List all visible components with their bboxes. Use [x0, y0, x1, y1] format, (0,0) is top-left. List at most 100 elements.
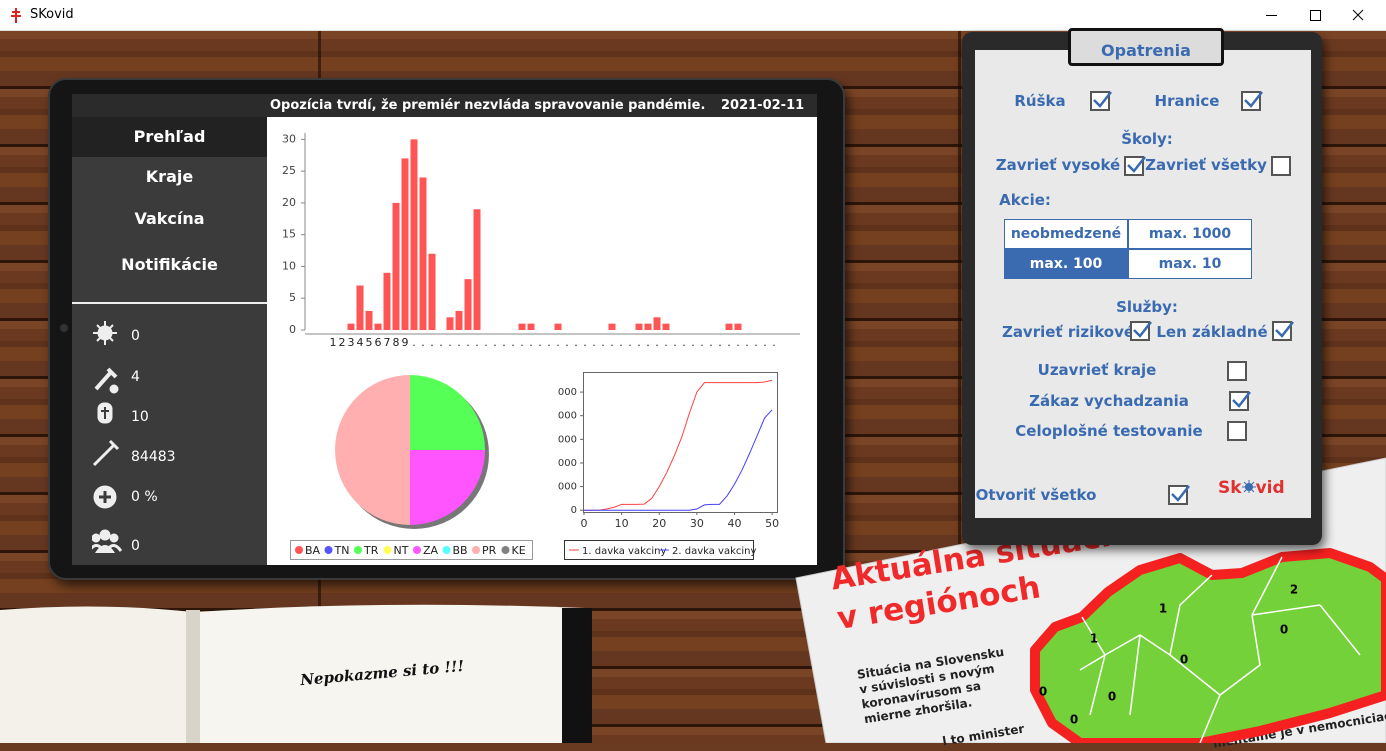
checkbox[interactable]: [1227, 361, 1247, 381]
measures-panel: [975, 50, 1311, 518]
x-tick-label: .: [529, 336, 533, 349]
map-count: 0: [1039, 685, 1047, 699]
legend-swatch: [442, 546, 451, 554]
x-tick-label: .: [655, 336, 659, 349]
bar: [473, 209, 481, 330]
pie-slice: [410, 450, 485, 525]
checkbox[interactable]: [1168, 485, 1190, 505]
checkbox[interactable]: [1090, 91, 1112, 111]
stat-value: 4: [131, 369, 140, 385]
x-tick-label: 4: [357, 336, 364, 349]
nav-item[interactable]: Vakcína: [134, 209, 205, 228]
nav-item[interactable]: Prehľad: [72, 117, 267, 157]
logo-text: Sk: [1218, 478, 1242, 498]
checkbox[interactable]: [1272, 321, 1294, 341]
legend-label: BA: [305, 544, 321, 557]
y-tick-label: 30: [282, 132, 296, 145]
x-tick-label: 20: [652, 517, 666, 530]
x-tick-label: .: [754, 336, 758, 349]
section-label: Akcie:: [999, 191, 1051, 209]
bar: [527, 323, 535, 330]
event-option[interactable]: max. 10: [1128, 249, 1252, 279]
stat-value: 0: [131, 328, 140, 344]
logo-text: vid: [1255, 478, 1285, 498]
bar: [347, 323, 355, 330]
x-tick-label: .: [448, 336, 452, 349]
legend-label: 1. davka vakciny: [582, 546, 666, 557]
x-tick-label: .: [547, 336, 551, 349]
legend-label: KE: [512, 544, 526, 557]
x-tick-label: .: [691, 336, 695, 349]
check-mark: [1171, 485, 1190, 502]
bar: [410, 139, 418, 330]
checkbox[interactable]: [1130, 321, 1152, 341]
checkbox[interactable]: [1229, 391, 1251, 411]
event-option[interactable]: neobmedzené: [1004, 219, 1128, 249]
check-mark: [1093, 91, 1112, 108]
x-tick-label: 0: [581, 517, 588, 530]
legend-label: NT: [394, 544, 409, 557]
legend-label: PR: [482, 544, 497, 557]
line-chart: 0 20 000 40 000 60 000 80 000 100 000 0 10 20 30 4…: [557, 372, 779, 560]
x-tick-label: .: [718, 336, 722, 349]
legend-label: TR: [363, 544, 379, 557]
window-title: SKovid: [30, 7, 74, 22]
legend-box: [290, 540, 533, 560]
title-bar: SKovid: [0, 0, 1386, 31]
measure-label: Zavrieť rizikové: [1001, 323, 1135, 341]
app-icon: [11, 8, 21, 23]
series-line: [584, 379, 773, 511]
x-tick-label: .: [457, 336, 461, 349]
check-mark: [1244, 91, 1263, 108]
x-tick-label: .: [520, 336, 524, 349]
x-tick-label: 30: [690, 517, 704, 530]
pie-chart: BA TN TR NT ZA BB PR KE: [290, 375, 533, 560]
window-controls[interactable]: [1255, 0, 1386, 31]
check-mark: [1127, 156, 1146, 173]
event-option[interactable]: max. 1000: [1128, 219, 1252, 249]
bar: [428, 253, 436, 330]
x-tick-label: 50: [765, 517, 779, 530]
legend-swatch: [383, 546, 392, 554]
x-tick-label: .: [682, 336, 686, 349]
bar: [644, 323, 652, 330]
x-tick-label: .: [628, 336, 632, 349]
x-tick-label: .: [493, 336, 497, 349]
nav-item[interactable]: Notifikácie: [121, 255, 218, 274]
nav-item[interactable]: Kraje: [145, 167, 194, 186]
checkbox[interactable]: [1124, 156, 1146, 176]
x-tick-label: 40: [727, 517, 741, 530]
stat-value: 0: [131, 538, 140, 554]
bar: [725, 323, 733, 330]
y-tick-label: 0: [289, 323, 296, 336]
x-tick-label: .: [709, 336, 713, 349]
checkbox[interactable]: [1227, 421, 1247, 441]
measure-label: Zákaz vychadzania: [1029, 392, 1189, 410]
bar: [455, 310, 463, 330]
legend-swatch: [295, 546, 303, 554]
bar: [446, 317, 454, 330]
separator: [72, 302, 267, 304]
x-tick-label: 8: [393, 336, 400, 349]
x-tick-label: .: [556, 336, 560, 349]
event-option[interactable]: max. 100: [1004, 249, 1128, 279]
checkbox[interactable]: [1241, 91, 1263, 111]
x-tick-label: .: [430, 336, 434, 349]
x-tick-label: .: [511, 336, 515, 349]
date: 2021-02-11: [721, 98, 805, 113]
map-count: 0: [1180, 653, 1188, 667]
x-tick-label: 6: [375, 336, 382, 349]
legend-label: TN: [334, 544, 350, 557]
legend-swatch: [501, 546, 510, 554]
map-count: 1: [1090, 632, 1098, 646]
pie-slice: [335, 375, 410, 525]
check-mark: [1133, 321, 1152, 338]
legend-swatch: [324, 546, 333, 554]
x-tick-label: .: [592, 336, 596, 349]
x-tick-label: .: [763, 336, 767, 349]
legend-swatch: [413, 546, 421, 554]
checkbox[interactable]: [1271, 156, 1291, 176]
y-tick-label: 100 000: [557, 387, 577, 398]
x-tick-label: .: [421, 336, 425, 349]
headline: Opozícia tvrdí, že premiér nezvláda spra…: [270, 98, 706, 113]
